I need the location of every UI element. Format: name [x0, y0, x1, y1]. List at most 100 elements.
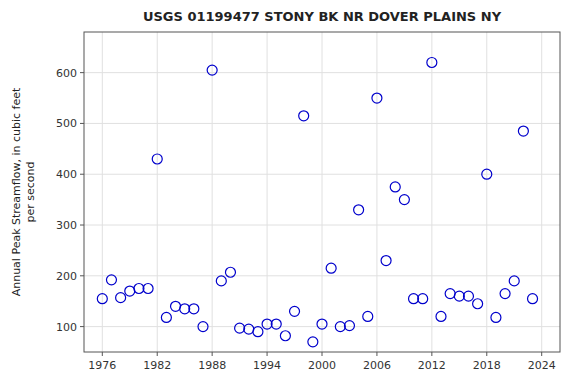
point — [390, 182, 400, 192]
point — [116, 293, 126, 303]
tick-y — [80, 225, 84, 226]
tick-label-y: 100 — [56, 321, 77, 334]
point — [290, 306, 300, 316]
tick-y — [80, 326, 84, 327]
grid-line-x — [541, 32, 542, 352]
grid-line-x — [431, 32, 432, 352]
point — [262, 319, 272, 329]
grid-line-y — [84, 123, 560, 124]
point — [354, 205, 364, 215]
tick-label-x: 1976 — [88, 359, 116, 372]
point — [198, 322, 208, 332]
point — [171, 301, 181, 311]
tick-x — [431, 352, 432, 356]
tick-x — [541, 352, 542, 356]
point — [152, 154, 162, 164]
tick-x — [267, 352, 268, 356]
point — [335, 322, 345, 332]
grid-line-y — [84, 174, 560, 175]
y-axis-label: per second — [24, 162, 37, 223]
point — [97, 294, 107, 304]
tick-label-x: 2006 — [363, 359, 391, 372]
point — [299, 111, 309, 121]
point — [207, 65, 217, 75]
point — [225, 267, 235, 277]
plot-frame — [84, 32, 560, 352]
point — [363, 311, 373, 321]
tick-label-x: 1982 — [143, 359, 171, 372]
points — [97, 57, 537, 346]
tick-x — [486, 352, 487, 356]
tick-label-y: 600 — [56, 67, 77, 80]
point — [326, 263, 336, 273]
point — [235, 323, 245, 333]
grid-line-y — [84, 275, 560, 276]
point — [418, 294, 428, 304]
point — [528, 294, 538, 304]
point — [244, 324, 254, 334]
tick-y — [80, 123, 84, 124]
chart-container: 1976 1982 1988 1994 2000 2006 2012 2018 2024 100 2… — [0, 0, 576, 384]
tick-x — [376, 352, 377, 356]
point — [436, 311, 446, 321]
chart: 1976 1982 1988 1994 2000 2006 2012 2018 2024 100 2… — [0, 0, 576, 384]
point — [454, 291, 464, 301]
grid-line-x — [157, 32, 158, 352]
tick-label-y: 500 — [56, 117, 77, 130]
point — [372, 93, 382, 103]
tick-x — [322, 352, 323, 356]
point — [381, 256, 391, 266]
title: USGS 01199477 STONY BK NR DOVER PLAINS N… — [143, 9, 502, 24]
grid-line-y — [84, 225, 560, 226]
tick-y — [80, 174, 84, 175]
point — [125, 286, 135, 296]
grid-line-x — [267, 32, 268, 352]
axes: 1976 1982 1988 1994 2000 2006 2012 2018 2024 100 2… — [56, 32, 560, 372]
point — [143, 284, 153, 294]
point — [509, 276, 519, 286]
tick-label-x: 2000 — [308, 359, 336, 372]
point — [134, 284, 144, 294]
tick-label-x: 2024 — [528, 359, 556, 372]
point — [271, 319, 281, 329]
point — [189, 304, 199, 314]
point — [253, 327, 263, 337]
point — [317, 319, 327, 329]
point — [518, 126, 528, 136]
point — [280, 331, 290, 341]
point — [106, 275, 116, 285]
tick-x — [102, 352, 103, 356]
tick-label-x: 1994 — [253, 359, 281, 372]
point — [427, 57, 437, 67]
tick-label-x: 1988 — [198, 359, 226, 372]
point — [161, 312, 171, 322]
tick-y — [80, 275, 84, 276]
point — [399, 195, 409, 205]
tick-label-y: 400 — [56, 168, 77, 181]
point — [482, 169, 492, 179]
point — [500, 289, 510, 299]
point — [491, 312, 501, 322]
tick-label-y: 300 — [56, 219, 77, 232]
tick-x — [157, 352, 158, 356]
point — [473, 299, 483, 309]
point — [308, 337, 318, 347]
point — [216, 276, 226, 286]
grid-line-x — [322, 32, 323, 352]
grid — [84, 32, 560, 352]
tick-label-x: 2018 — [473, 359, 501, 372]
plot-background — [84, 32, 560, 352]
grid-line-x — [486, 32, 487, 352]
point — [409, 294, 419, 304]
point — [344, 321, 354, 331]
point — [445, 289, 455, 299]
tick-y — [80, 72, 84, 73]
y-axis-label: Annual Peak Streamflow, in cubic feet — [10, 87, 23, 296]
point — [463, 291, 473, 301]
grid-line-x — [376, 32, 377, 352]
grid-line-y — [84, 72, 560, 73]
tick-label-y: 200 — [56, 270, 77, 283]
point — [180, 304, 190, 314]
tick-label-x: 2012 — [418, 359, 446, 372]
tick-x — [212, 352, 213, 356]
